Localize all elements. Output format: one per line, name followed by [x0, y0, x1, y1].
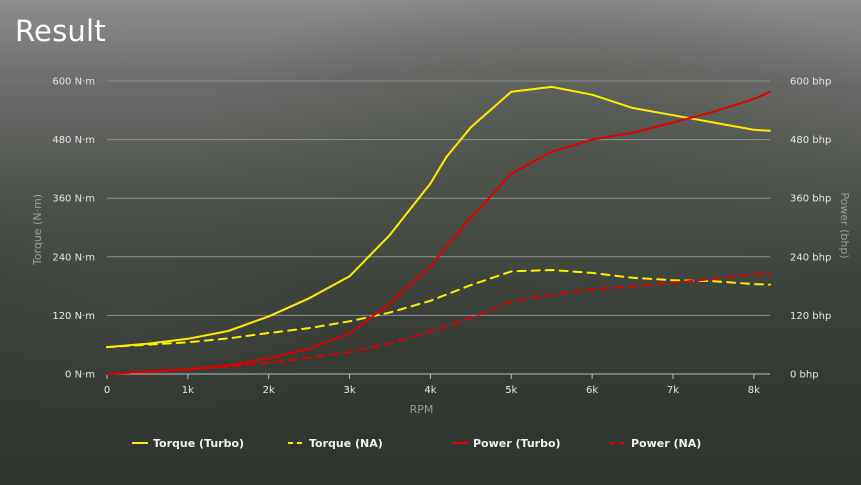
x-tick-label: 8k: [748, 385, 760, 396]
right-tick-label: 360 bhp: [790, 194, 831, 205]
x-axis-title: RPM: [410, 403, 434, 416]
right-tick-label: 600 bhp: [790, 77, 831, 88]
right-tick-label: 0 bhp: [790, 370, 819, 381]
axis-ticks: 0 N·m 120 N·m 240 N·m 360 N·m 480 N·m 600 N·m…: [52, 77, 831, 397]
x-tick-label: 4k: [424, 385, 436, 396]
x-tick-label: 2k: [263, 385, 275, 396]
legend-label: Torque (Turbo): [153, 437, 244, 450]
legend-label: Power (NA): [631, 437, 701, 450]
x-tick-label: 3k: [343, 385, 355, 396]
left-tick-label: 480 N·m: [52, 135, 95, 146]
series-lines: [106, 85, 771, 375]
left-tick-label: 0 N·m: [65, 370, 95, 381]
left-axis-title: Torque (N·m): [31, 194, 44, 266]
legend-label: Torque (NA): [309, 437, 383, 450]
page-title: Result: [15, 14, 106, 48]
left-tick-label: 360 N·m: [52, 194, 95, 205]
right-axis-title: Power (bhp): [838, 192, 851, 258]
right-tick-label: 480 bhp: [790, 135, 831, 146]
legend-label: Power (Turbo): [473, 437, 561, 450]
series-line-3: [106, 271, 771, 375]
left-tick-label: 120 N·m: [52, 311, 95, 322]
series-line-0: [106, 85, 771, 349]
x-tick-label: 5k: [505, 385, 517, 396]
legend: Torque (Turbo) Torque (NA) Power (Turbo) Po…: [132, 437, 701, 450]
x-tick-label: 1k: [182, 385, 194, 396]
x-tick-label: 6k: [586, 385, 598, 396]
series-line-1: [106, 269, 771, 349]
grid: [107, 80, 770, 375]
left-tick-label: 600 N·m: [52, 77, 95, 88]
x-tick-label: 0: [104, 385, 110, 396]
right-tick-label: 120 bhp: [790, 311, 831, 322]
series-line-2: [106, 90, 771, 375]
left-tick-label: 240 N·m: [52, 252, 95, 263]
x-tick-label: 7k: [667, 385, 679, 396]
right-tick-label: 240 bhp: [790, 252, 831, 263]
